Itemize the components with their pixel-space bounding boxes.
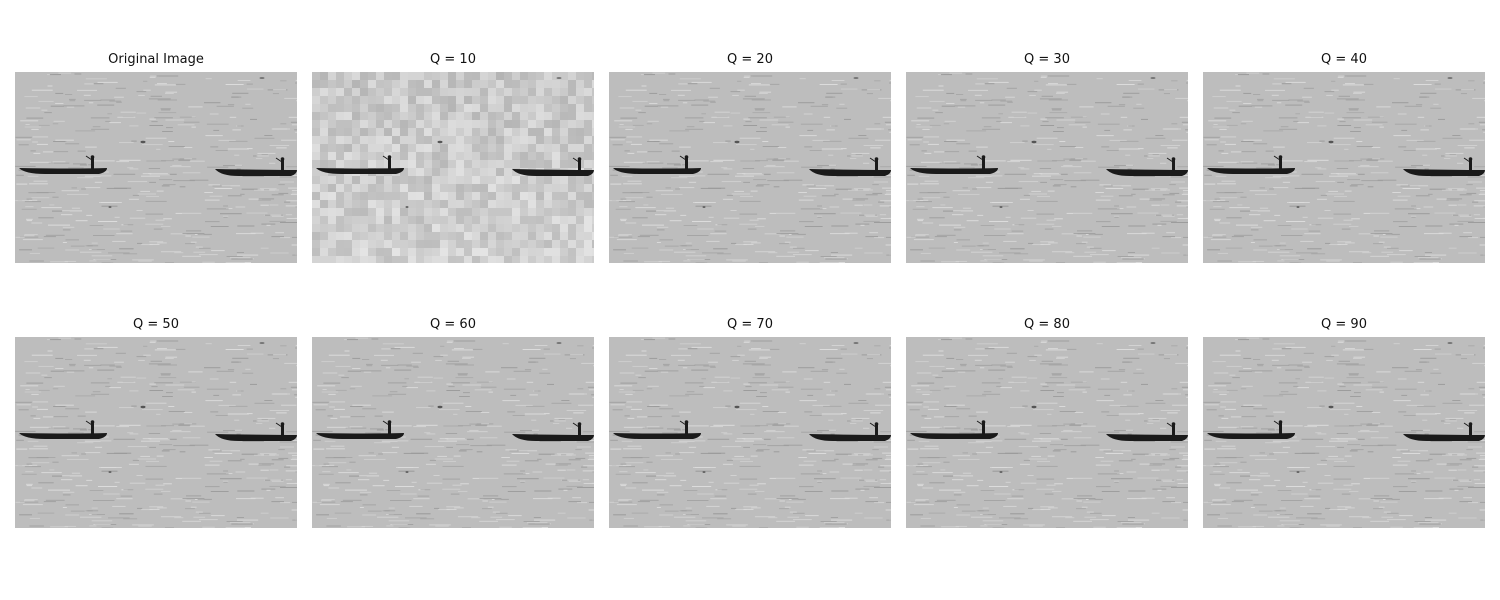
- panel-image: [15, 72, 297, 263]
- panel-title: Original Image: [108, 52, 204, 67]
- panel-title: Q = 80: [1024, 317, 1070, 332]
- panel-image: [1203, 72, 1485, 263]
- panel-image: [312, 337, 594, 528]
- panel-title: Q = 90: [1321, 317, 1367, 332]
- panel-image: [15, 337, 297, 528]
- panel-title: Q = 20: [727, 52, 773, 67]
- panel-title: Q = 10: [430, 52, 476, 67]
- panel-title: Q = 50: [133, 317, 179, 332]
- panel-image: [906, 337, 1188, 528]
- panel-title: Q = 40: [1321, 52, 1367, 67]
- panel-image: [1203, 337, 1485, 528]
- panel-title: Q = 60: [430, 317, 476, 332]
- panel-title: Q = 30: [1024, 52, 1070, 67]
- panel-image: [609, 337, 891, 528]
- panel-image: [609, 72, 891, 263]
- panel-title: Q = 70: [727, 317, 773, 332]
- panel-image: [906, 72, 1188, 263]
- panel-image: [312, 72, 594, 263]
